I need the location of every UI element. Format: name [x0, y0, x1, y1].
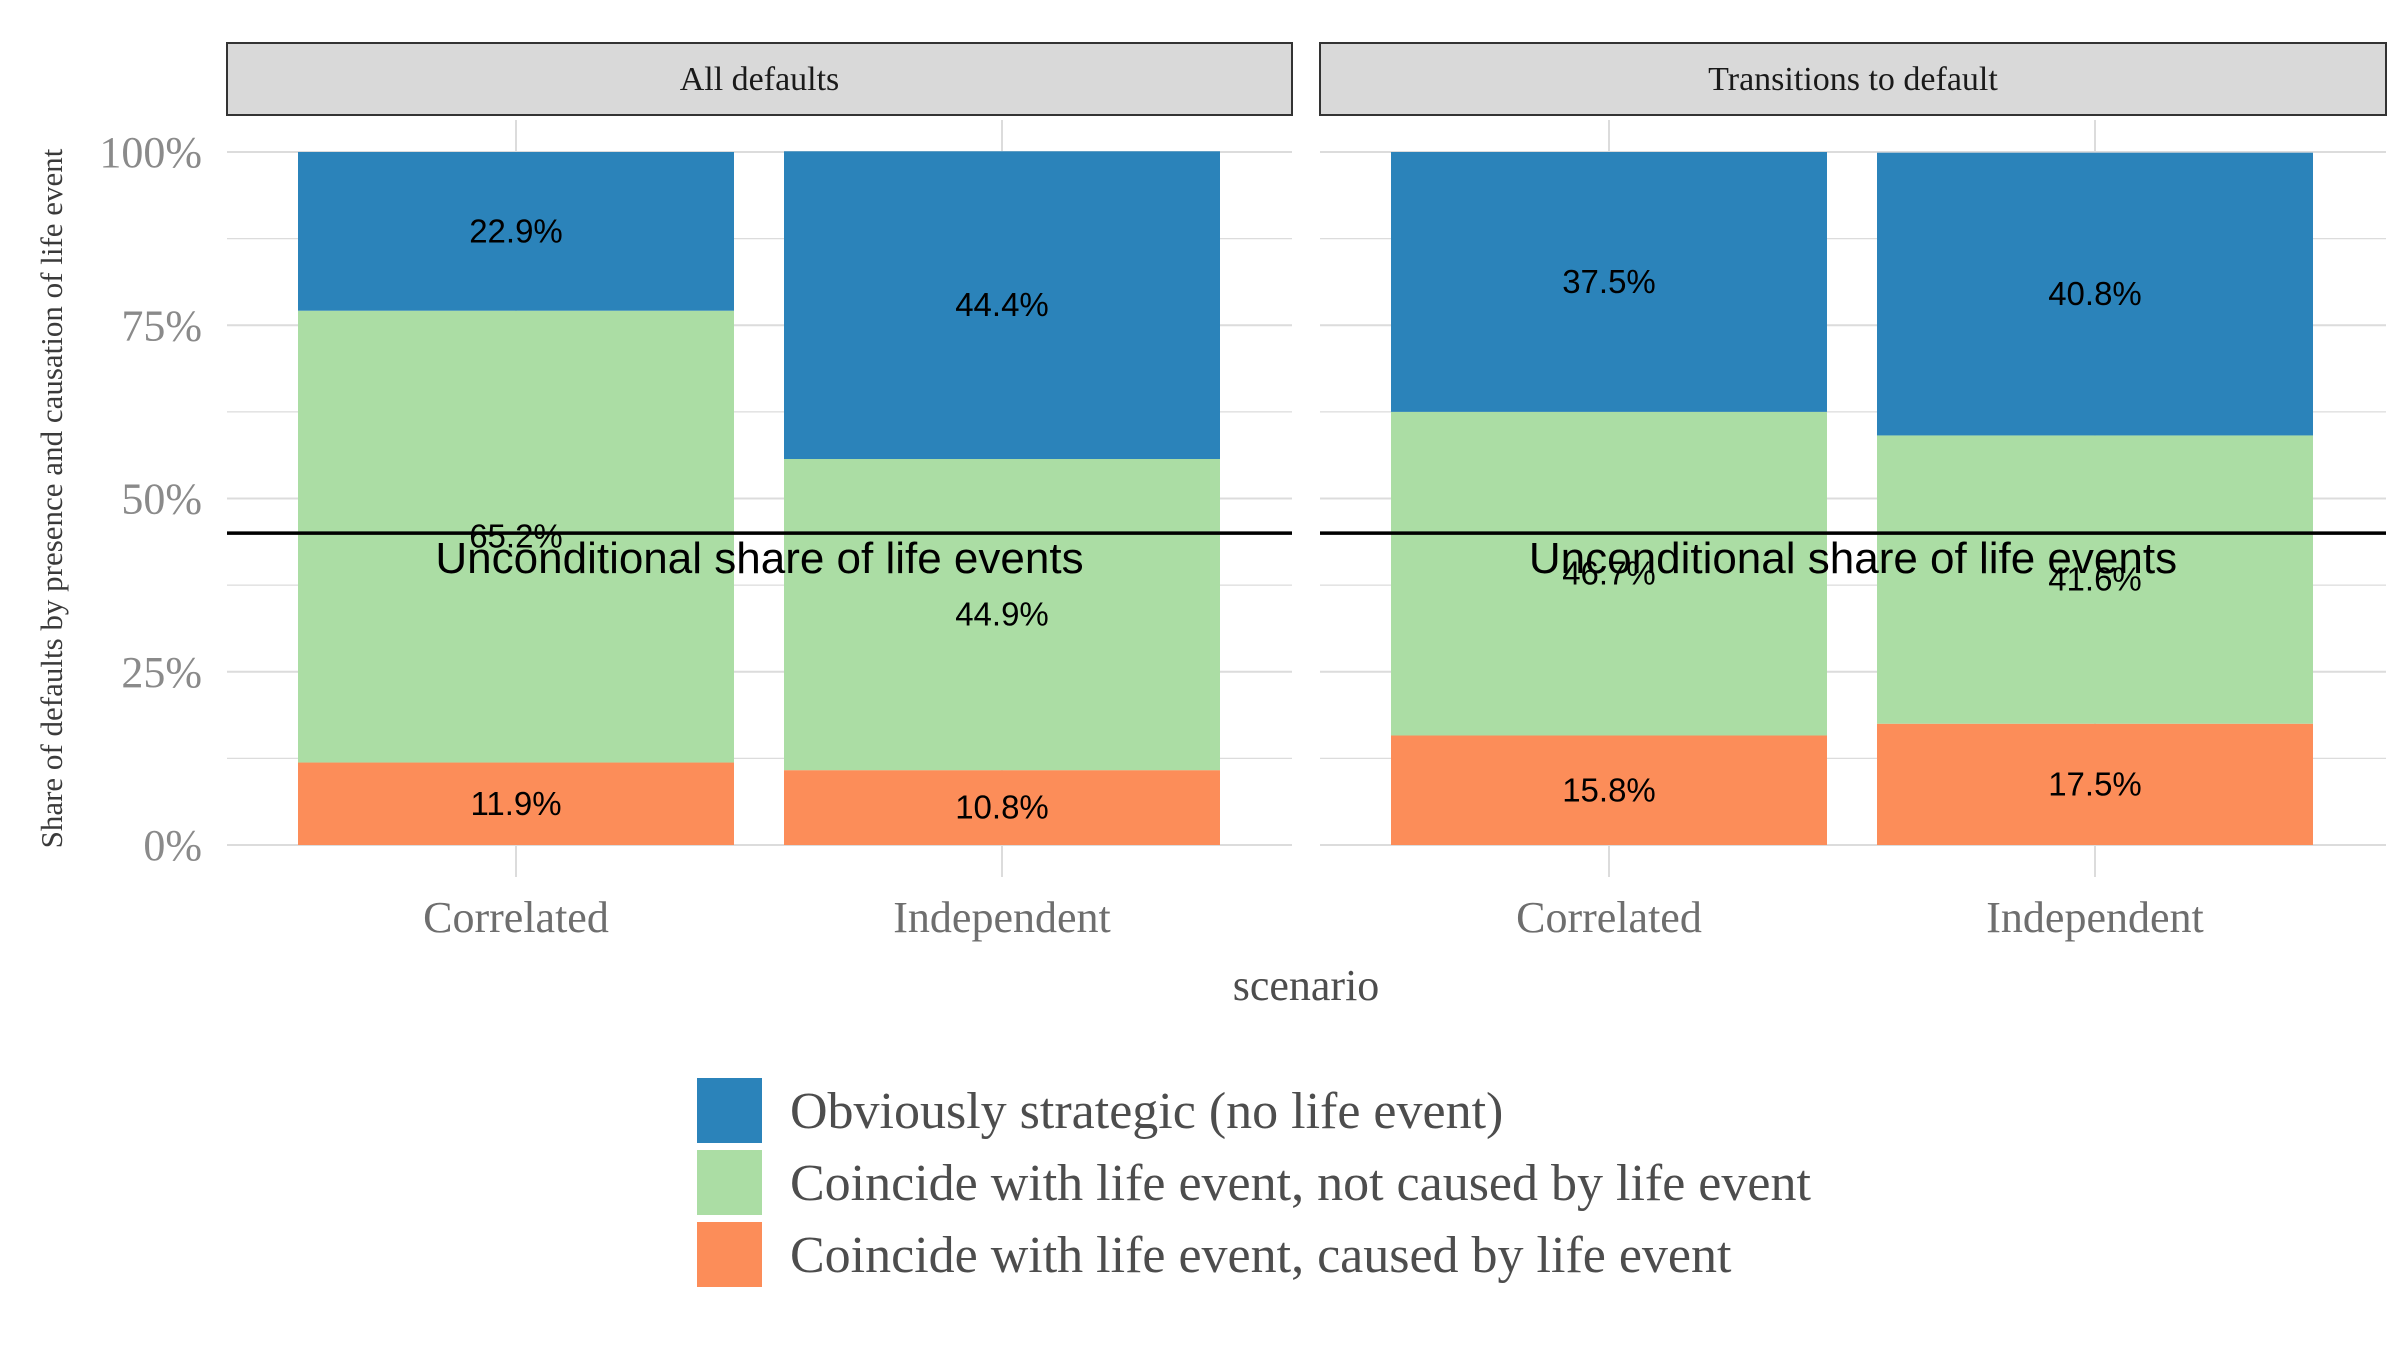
y-tick-label: 25% — [121, 648, 202, 697]
bar-segment — [784, 458, 1220, 771]
bar-data-label: 22.9% — [469, 212, 563, 249]
legend-swatch — [697, 1078, 762, 1143]
y-tick-label: 100% — [99, 128, 202, 177]
bar-data-label: 41.6% — [2048, 561, 2142, 598]
legend-label: Coincide with life event, caused by life… — [790, 1227, 1732, 1284]
bar-data-label: 44.9% — [955, 596, 1049, 633]
bar-segment — [1391, 411, 1827, 736]
y-axis-title: Share of defaults by presence and causat… — [34, 148, 69, 848]
bar-data-label: 40.8% — [2048, 275, 2142, 312]
bar-segment — [298, 762, 734, 845]
bar-data-label: 44.4% — [955, 286, 1049, 323]
bar-data-label: 65.2% — [469, 518, 563, 555]
x-tick-label: Independent — [893, 893, 1110, 942]
facet-strip — [226, 42, 1293, 116]
bar-data-label: 17.5% — [2048, 765, 2142, 802]
bar-segment — [1391, 735, 1827, 845]
y-tick-label: 0% — [143, 821, 202, 870]
bar-data-label: 11.9% — [470, 785, 561, 822]
reference-line-label: Unconditional share of life events — [1529, 534, 2177, 583]
reference-line-label: Unconditional share of life events — [435, 534, 1083, 583]
bar-data-label: 37.5% — [1562, 263, 1656, 300]
y-tick-label: 50% — [121, 475, 202, 524]
bar-data-label: 46.7% — [1562, 555, 1656, 592]
facet-title: All defaults — [680, 61, 840, 98]
facet-title: Transitions to default — [1708, 61, 1998, 98]
bar-segment — [784, 151, 1220, 459]
x-tick-label: Independent — [1986, 893, 2203, 942]
bar-data-label: 15.8% — [1562, 771, 1656, 808]
x-tick-label: Correlated — [423, 893, 609, 942]
y-tick-label: 75% — [121, 301, 202, 350]
legend-swatch — [697, 1150, 762, 1215]
bar-segment — [1391, 152, 1827, 412]
legend-label: Coincide with life event, not caused by … — [790, 1155, 1811, 1212]
bar-segment — [784, 770, 1220, 845]
bar-segment — [1877, 152, 2313, 436]
legend-swatch — [697, 1222, 762, 1287]
bar-segment — [1877, 723, 2313, 845]
bar-segment — [298, 310, 734, 763]
bar-segment — [1877, 435, 2313, 724]
facet-strip — [1319, 42, 2387, 116]
x-tick-label: Correlated — [1516, 893, 1702, 942]
x-axis-title: scenario — [1233, 961, 1380, 1010]
bar-data-label: 10.8% — [955, 789, 1049, 826]
bar-segment — [298, 152, 734, 311]
legend-label: Obviously strategic (no life event) — [790, 1083, 1503, 1140]
